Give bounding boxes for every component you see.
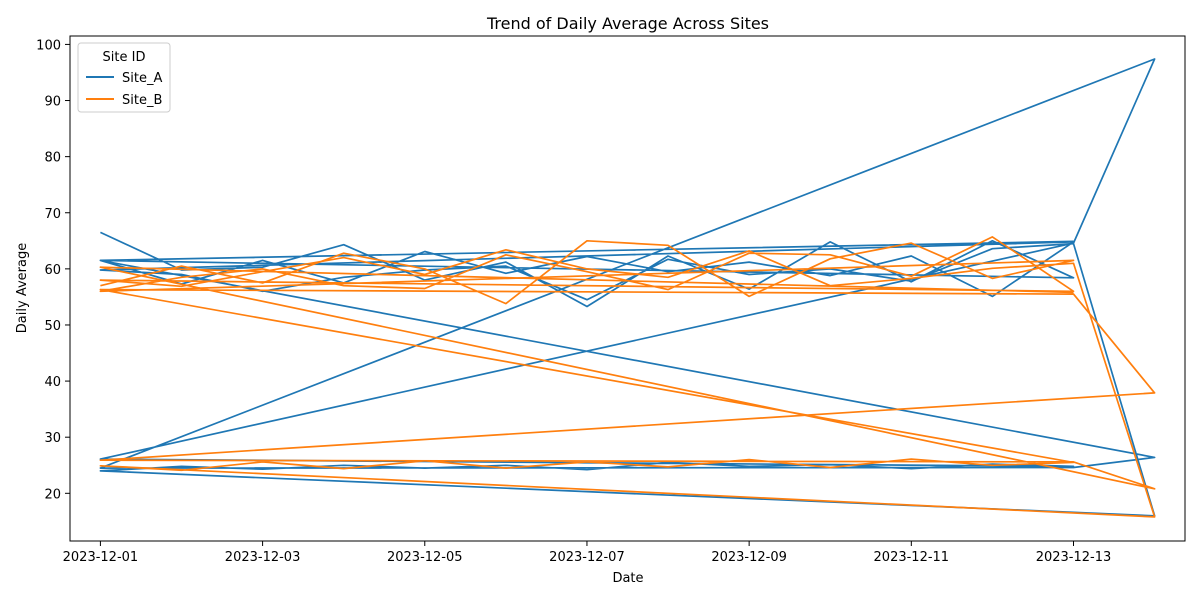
legend-label-site-a: Site_A (122, 71, 162, 86)
y-tick-label: 80 (44, 151, 61, 166)
x-axis: 2023-12-01 2023-12-03 2023-12-05 2023-12-07… (63, 541, 1112, 565)
x-axis-label: Date (612, 571, 643, 586)
x-tick-label: 2023-12-05 (387, 550, 463, 565)
y-tick-label: 20 (44, 487, 61, 502)
x-tick-label: 2023-12-03 (225, 550, 301, 565)
x-tick-label: 2023-12-07 (549, 550, 625, 565)
legend: Site ID Site_A Site_B (77, 42, 171, 113)
x-tick-label: 2023-12-13 (1036, 550, 1112, 565)
series-line-site-b (99, 236, 1156, 518)
series-layer (99, 58, 1156, 518)
y-axis: 20 30 40 50 60 70 80 90 100 (36, 38, 70, 502)
legend-box (77, 42, 171, 113)
y-axis-label: Daily Average (15, 243, 30, 333)
x-tick-label: 2023-12-09 (711, 550, 787, 565)
y-tick-label: 40 (44, 375, 61, 390)
chart-title: Trend of Daily Average Across Sites (486, 14, 769, 33)
x-tick-label: 2023-12-01 (63, 550, 139, 565)
y-tick-label: 30 (44, 431, 61, 446)
legend-label-site-b: Site_B (122, 93, 162, 108)
plot-frame (69, 35, 1186, 542)
y-tick-label: 50 (44, 319, 61, 334)
y-tick-label: 60 (44, 263, 61, 278)
y-tick-label: 70 (44, 207, 61, 222)
series-line-site-a (99, 58, 1156, 517)
x-tick-label: 2023-12-11 (874, 550, 950, 565)
y-tick-label: 100 (36, 38, 61, 53)
y-tick-label: 90 (44, 95, 61, 110)
legend-title: Site ID (103, 50, 146, 65)
